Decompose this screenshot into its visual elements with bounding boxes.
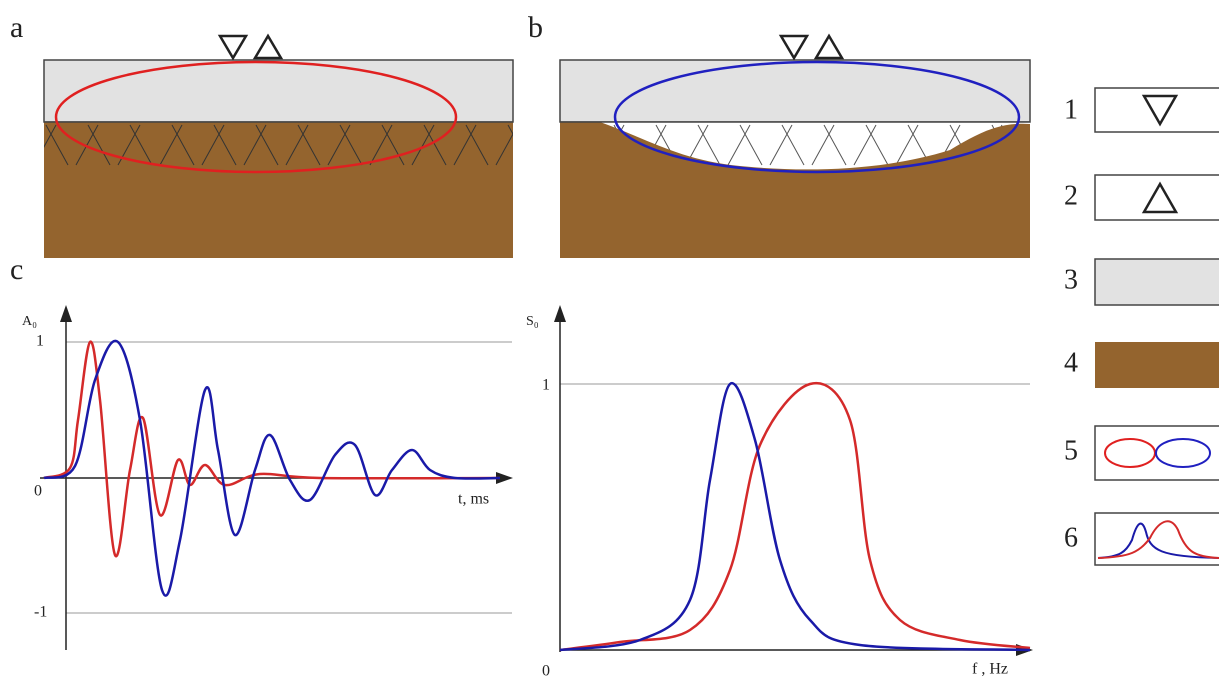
hatch-line: [453, 124, 477, 166]
legend-ellipse: [1155, 438, 1211, 468]
hatch-line: [495, 133, 513, 166]
hatch-line: [769, 124, 793, 166]
symbol-receiver: [252, 33, 284, 60]
hatch-line: [381, 124, 405, 166]
tick-label: 1: [36, 333, 44, 350]
legend-number: 3: [1064, 264, 1078, 295]
hatch-line: [285, 124, 309, 166]
hatch-line: [423, 124, 447, 166]
tick-label: -1: [34, 604, 47, 621]
arrow: [60, 305, 72, 322]
legend-number: 2: [1064, 180, 1078, 211]
hatch-line: [45, 124, 69, 166]
legend-curve: [1097, 522, 1219, 559]
hatch-line: [853, 124, 877, 166]
symbol-receiver: [1141, 181, 1179, 214]
spectrum-curve: [559, 381, 1031, 652]
legend-box: [1095, 342, 1219, 388]
x-axis-label: t, ms: [458, 491, 489, 508]
panel-label: a: [10, 11, 23, 44]
hatch-line: [44, 124, 57, 148]
hatch-line: [327, 124, 351, 166]
hatch-line: [339, 124, 363, 166]
legend-number: 6: [1064, 522, 1078, 553]
x-axis-label: f , Hz: [972, 661, 1008, 678]
legend-number: 5: [1064, 435, 1078, 466]
symbol-receiver: [813, 33, 845, 60]
panel-label: c: [10, 253, 23, 286]
legend-box: [1094, 87, 1219, 133]
hatch-line: [811, 124, 835, 166]
legend-number: 1: [1064, 94, 1078, 125]
spectrum-curve: [559, 381, 1031, 652]
hatch-line: [727, 124, 751, 166]
hatch-line: [75, 124, 99, 166]
panel-label: b: [528, 11, 543, 44]
hatch-line: [201, 124, 225, 166]
hatch-line: [865, 124, 889, 166]
signal-curve: [43, 339, 501, 597]
layer-concrete: [43, 59, 514, 123]
hatch-line: [171, 124, 195, 166]
hatch-line: [129, 124, 153, 166]
hatching: [44, 124, 513, 166]
legend-number: 4: [1064, 347, 1078, 378]
symbol-source: [778, 34, 810, 61]
hatch-line: [369, 124, 393, 166]
hatch-line: [87, 124, 111, 166]
hatch-line: [823, 124, 847, 166]
signal-curve: [43, 340, 501, 558]
y-axis-label: A₀: [22, 314, 37, 329]
arrow: [554, 305, 566, 322]
tick-label: 0: [34, 483, 42, 500]
hatch-line: [739, 124, 763, 166]
hatch-line: [243, 124, 267, 166]
hatch-line: [1034, 125, 1056, 165]
legend: 1 2 3 4 5 6: [1064, 87, 1219, 566]
hatch-line: [895, 124, 919, 166]
contact-zone: [54, 60, 458, 174]
tick-label: 1: [542, 377, 550, 394]
arrow: [496, 472, 513, 484]
hatch-line: [297, 124, 321, 166]
tick-label: 0: [542, 663, 550, 680]
symbol-source: [1141, 94, 1179, 127]
contact-zone: [613, 60, 1021, 174]
hatch-line: [159, 124, 183, 166]
legend-box: [1094, 258, 1219, 306]
symbol-source: [217, 34, 249, 61]
hatch-line: [781, 124, 805, 166]
hatch-line: [255, 124, 279, 166]
hatch-line: [465, 124, 489, 166]
legend-box: [1094, 425, 1219, 481]
hatch-line: [697, 124, 721, 166]
layer-soil: [44, 122, 513, 258]
y-axis-label: S₀: [526, 314, 539, 329]
hatch-line: [411, 124, 435, 166]
hatch-line: [213, 124, 237, 166]
layer-concrete: [559, 59, 1031, 123]
legend-curve: [1097, 520, 1219, 559]
hatch-line: [507, 124, 513, 136]
